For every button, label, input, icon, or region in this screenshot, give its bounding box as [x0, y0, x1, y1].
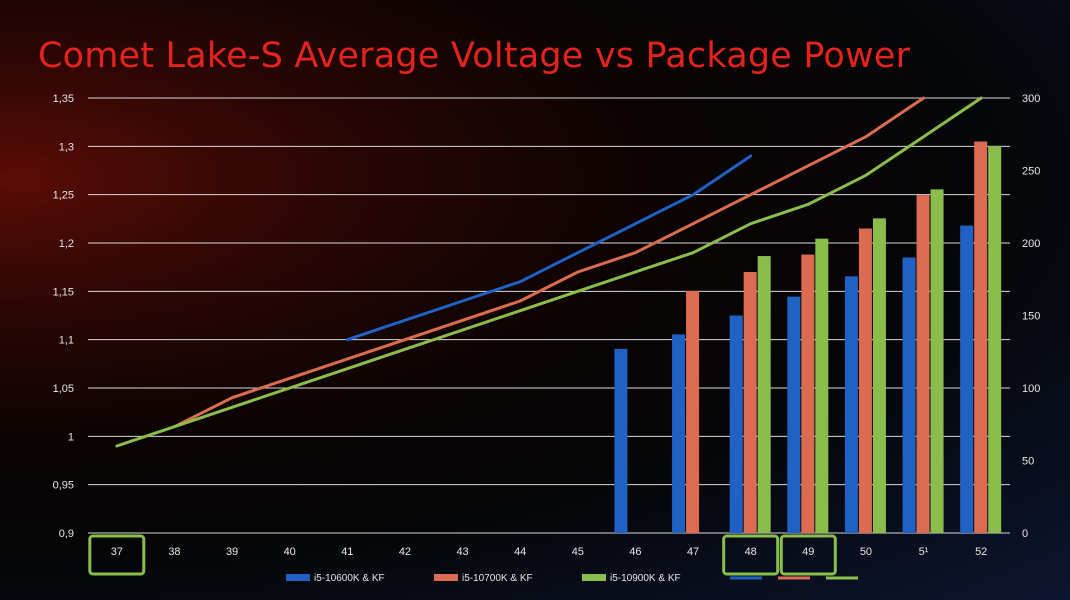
y-left-tick-label: 1,3	[59, 141, 74, 153]
legend-swatch	[434, 574, 458, 581]
bar	[743, 272, 757, 533]
y-right-tick-label: 250	[1022, 166, 1040, 178]
bar	[858, 228, 872, 533]
x-tick-label: 49	[802, 546, 814, 558]
y-right-tick-label: 100	[1022, 383, 1040, 395]
y-left-tick-label: 1	[68, 431, 74, 443]
bar	[872, 218, 886, 533]
tick-labels: 0,9 0,95 1 1,05 1,1 1,15 1,2 1,25 1,3 1,35 0 50 100 1…	[53, 93, 1041, 558]
legend: i5-10600K & KF i5-10700K & KF i5-10900K & …	[286, 573, 858, 584]
bar	[614, 348, 628, 533]
bar	[960, 225, 974, 533]
legend-swatch	[582, 574, 606, 581]
y-left-tick-label: 1,25	[53, 190, 74, 202]
legend-swatch	[286, 574, 310, 581]
y-left-tick-label: 1,05	[53, 383, 74, 395]
bar	[930, 189, 944, 533]
bar	[974, 141, 988, 533]
x-tick-label: 42	[399, 546, 411, 558]
bar	[801, 254, 815, 533]
bar	[787, 296, 801, 533]
x-tick-label: 52	[975, 546, 987, 558]
y-left-tick-label: 1,1	[59, 335, 74, 347]
y-right-tick-label: 150	[1022, 311, 1040, 323]
highlight-box	[88, 534, 146, 576]
bar	[757, 256, 771, 533]
y-left-tick-label: 0,9	[59, 528, 74, 540]
legend-label: i5-10600K & KF	[314, 573, 385, 584]
x-tick-label: 44	[514, 546, 526, 558]
y-left-tick-label: 0,95	[53, 480, 74, 492]
x-tick-label: 5¹	[919, 546, 929, 558]
y-right-tick-label: 300	[1022, 93, 1040, 105]
bar	[916, 195, 930, 533]
y-right-tick-label: 0	[1022, 528, 1028, 540]
highlight-box	[722, 534, 780, 576]
bar	[902, 257, 916, 533]
y-left-tick-label: 1,15	[53, 286, 74, 298]
bar	[815, 238, 829, 533]
x-tick-label: 46	[629, 546, 641, 558]
series-line	[115, 96, 983, 448]
x-tick-label: 39	[226, 546, 238, 558]
bar	[988, 145, 1002, 533]
bar	[672, 334, 686, 533]
legend-label: i5-10700K & KF	[462, 573, 533, 584]
series-line	[172, 96, 926, 429]
y-right-tick-label: 50	[1022, 456, 1034, 468]
highlight-boxes	[88, 534, 837, 576]
chart-title: Comet Lake-S Average Voltage vs Package …	[38, 36, 911, 76]
grid-lines	[88, 97, 1010, 534]
highlight-box	[779, 534, 837, 576]
y-left-tick-label: 1,35	[53, 93, 74, 105]
bars	[614, 141, 1002, 533]
x-tick-label: 38	[168, 546, 180, 558]
legend-label: i5-10900K & KF	[610, 573, 681, 584]
y-left-tick-label: 1,2	[59, 238, 74, 250]
x-tick-label: 45	[572, 546, 584, 558]
series-line	[345, 154, 753, 342]
voltage-lines	[115, 96, 983, 448]
bar	[686, 290, 700, 533]
x-tick-label: 43	[456, 546, 468, 558]
x-tick-label: 48	[745, 546, 757, 558]
bar	[729, 315, 743, 533]
x-tick-label: 40	[284, 546, 296, 558]
x-tick-label: 41	[341, 546, 353, 558]
x-tick-label: 47	[687, 546, 699, 558]
y-right-tick-label: 200	[1022, 238, 1040, 250]
x-tick-label: 50	[860, 546, 872, 558]
bar	[844, 276, 858, 533]
x-tick-label: 37	[111, 546, 123, 558]
